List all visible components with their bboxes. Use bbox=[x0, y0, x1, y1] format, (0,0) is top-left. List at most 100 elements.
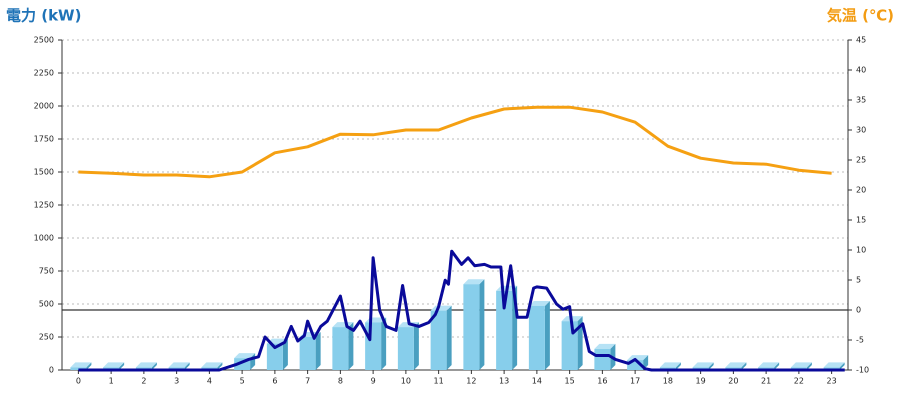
bar-front bbox=[463, 284, 480, 370]
x-tick-label: 20 bbox=[728, 377, 738, 386]
bar-side bbox=[741, 362, 747, 370]
bar-side bbox=[86, 362, 92, 370]
bar-front bbox=[397, 327, 414, 370]
y-tick-label: 500 bbox=[39, 300, 54, 309]
x-tick-label: 10 bbox=[401, 377, 411, 386]
bar-side bbox=[446, 305, 452, 370]
y2-tick-label: 45 bbox=[856, 36, 866, 45]
bar bbox=[430, 305, 452, 370]
x-tick-label: 23 bbox=[827, 377, 837, 386]
bar-side bbox=[806, 362, 812, 370]
x-tick-label: 12 bbox=[466, 377, 476, 386]
bar-front bbox=[496, 290, 513, 370]
bar-side bbox=[839, 362, 845, 370]
x-tick-label: 16 bbox=[597, 377, 607, 386]
bar-side bbox=[774, 362, 780, 370]
bar-side bbox=[577, 316, 583, 370]
bar-top bbox=[103, 362, 125, 368]
x-tick-label: 18 bbox=[663, 377, 673, 386]
bar-front bbox=[627, 360, 644, 370]
x-tick-label: 13 bbox=[499, 377, 509, 386]
bar-side bbox=[413, 322, 419, 370]
line bbox=[78, 105, 832, 179]
bar bbox=[528, 300, 550, 370]
bar-top bbox=[70, 362, 92, 368]
y2-tick-label: 15 bbox=[856, 216, 866, 225]
x-tick-label: 5 bbox=[240, 377, 245, 386]
y2-axis-title: 気温 (℃) bbox=[827, 7, 894, 25]
bar-front bbox=[332, 327, 349, 370]
y-tick-label: 1000 bbox=[34, 234, 54, 243]
y-tick-label: 2250 bbox=[34, 69, 54, 78]
bar-side bbox=[282, 338, 288, 370]
x-tick-label: 14 bbox=[532, 377, 542, 386]
y-tick-label: 250 bbox=[39, 333, 54, 342]
x-tick-label: 22 bbox=[794, 377, 804, 386]
bar bbox=[397, 322, 419, 370]
bar-front bbox=[528, 305, 545, 370]
bar-top bbox=[201, 362, 223, 368]
bar-side bbox=[315, 332, 321, 370]
bar-side bbox=[479, 279, 485, 370]
bar-front bbox=[594, 348, 611, 370]
y-tick-label: 750 bbox=[39, 267, 54, 276]
bar-front bbox=[561, 321, 578, 370]
bar-front bbox=[365, 322, 382, 370]
bar-top bbox=[234, 353, 256, 359]
bar-top bbox=[659, 362, 681, 368]
x-tick-label: 19 bbox=[696, 377, 706, 386]
y2-tick-label: 30 bbox=[856, 126, 866, 135]
y-tick-label: 1500 bbox=[34, 168, 54, 177]
y-tick-label: 2500 bbox=[34, 36, 54, 45]
y-tick-label: 2000 bbox=[34, 102, 54, 111]
x-tick-label: 17 bbox=[630, 377, 640, 386]
bar-side bbox=[217, 362, 223, 370]
bar-side bbox=[151, 362, 157, 370]
y-axis-title: 電力 (kW) bbox=[6, 7, 81, 25]
bar-side bbox=[675, 362, 681, 370]
x-tick-label: 7 bbox=[305, 377, 310, 386]
y-tick-label: 1750 bbox=[34, 135, 54, 144]
bar-top bbox=[758, 362, 780, 368]
x-tick-label: 9 bbox=[371, 377, 376, 386]
line bbox=[78, 249, 845, 372]
y2-tick-label: 0 bbox=[856, 306, 861, 315]
x-tick-label: 1 bbox=[109, 377, 114, 386]
bar bbox=[266, 338, 288, 370]
bar-front bbox=[266, 343, 283, 370]
bar-top bbox=[135, 362, 157, 368]
x-tick-label: 0 bbox=[76, 377, 81, 386]
bar-side bbox=[381, 317, 387, 370]
bar-top bbox=[692, 362, 714, 368]
x-tick-label: 3 bbox=[174, 377, 179, 386]
bar-top bbox=[463, 279, 485, 285]
bar-top bbox=[823, 362, 845, 368]
bar-top bbox=[725, 362, 747, 368]
y-tick-label: 1250 bbox=[34, 201, 54, 210]
x-tick-label: 2 bbox=[141, 377, 146, 386]
bar-side bbox=[119, 362, 125, 370]
y2-tick-label: -5 bbox=[856, 336, 864, 345]
y2-tick-label: 5 bbox=[856, 276, 861, 285]
x-tick-label: 11 bbox=[434, 377, 444, 386]
x-tick-label: 6 bbox=[272, 377, 277, 386]
bar-front bbox=[430, 310, 447, 370]
bar-top bbox=[430, 305, 452, 311]
x-tick-label: 8 bbox=[338, 377, 343, 386]
bar-front bbox=[299, 337, 316, 370]
bar-front bbox=[234, 358, 251, 370]
bar-top bbox=[790, 362, 812, 368]
y2-tick-label: -10 bbox=[856, 366, 869, 375]
y2-tick-label: 40 bbox=[856, 66, 866, 75]
bar-side bbox=[184, 362, 190, 370]
bar-top bbox=[627, 355, 649, 361]
bar bbox=[463, 279, 485, 370]
bar-side bbox=[708, 362, 714, 370]
bar-top bbox=[594, 343, 616, 349]
bar-top bbox=[528, 300, 550, 306]
y2-tick-label: 35 bbox=[856, 96, 866, 105]
bar bbox=[332, 322, 354, 370]
bar-side bbox=[544, 300, 550, 370]
y-tick-label: 0 bbox=[49, 366, 54, 375]
